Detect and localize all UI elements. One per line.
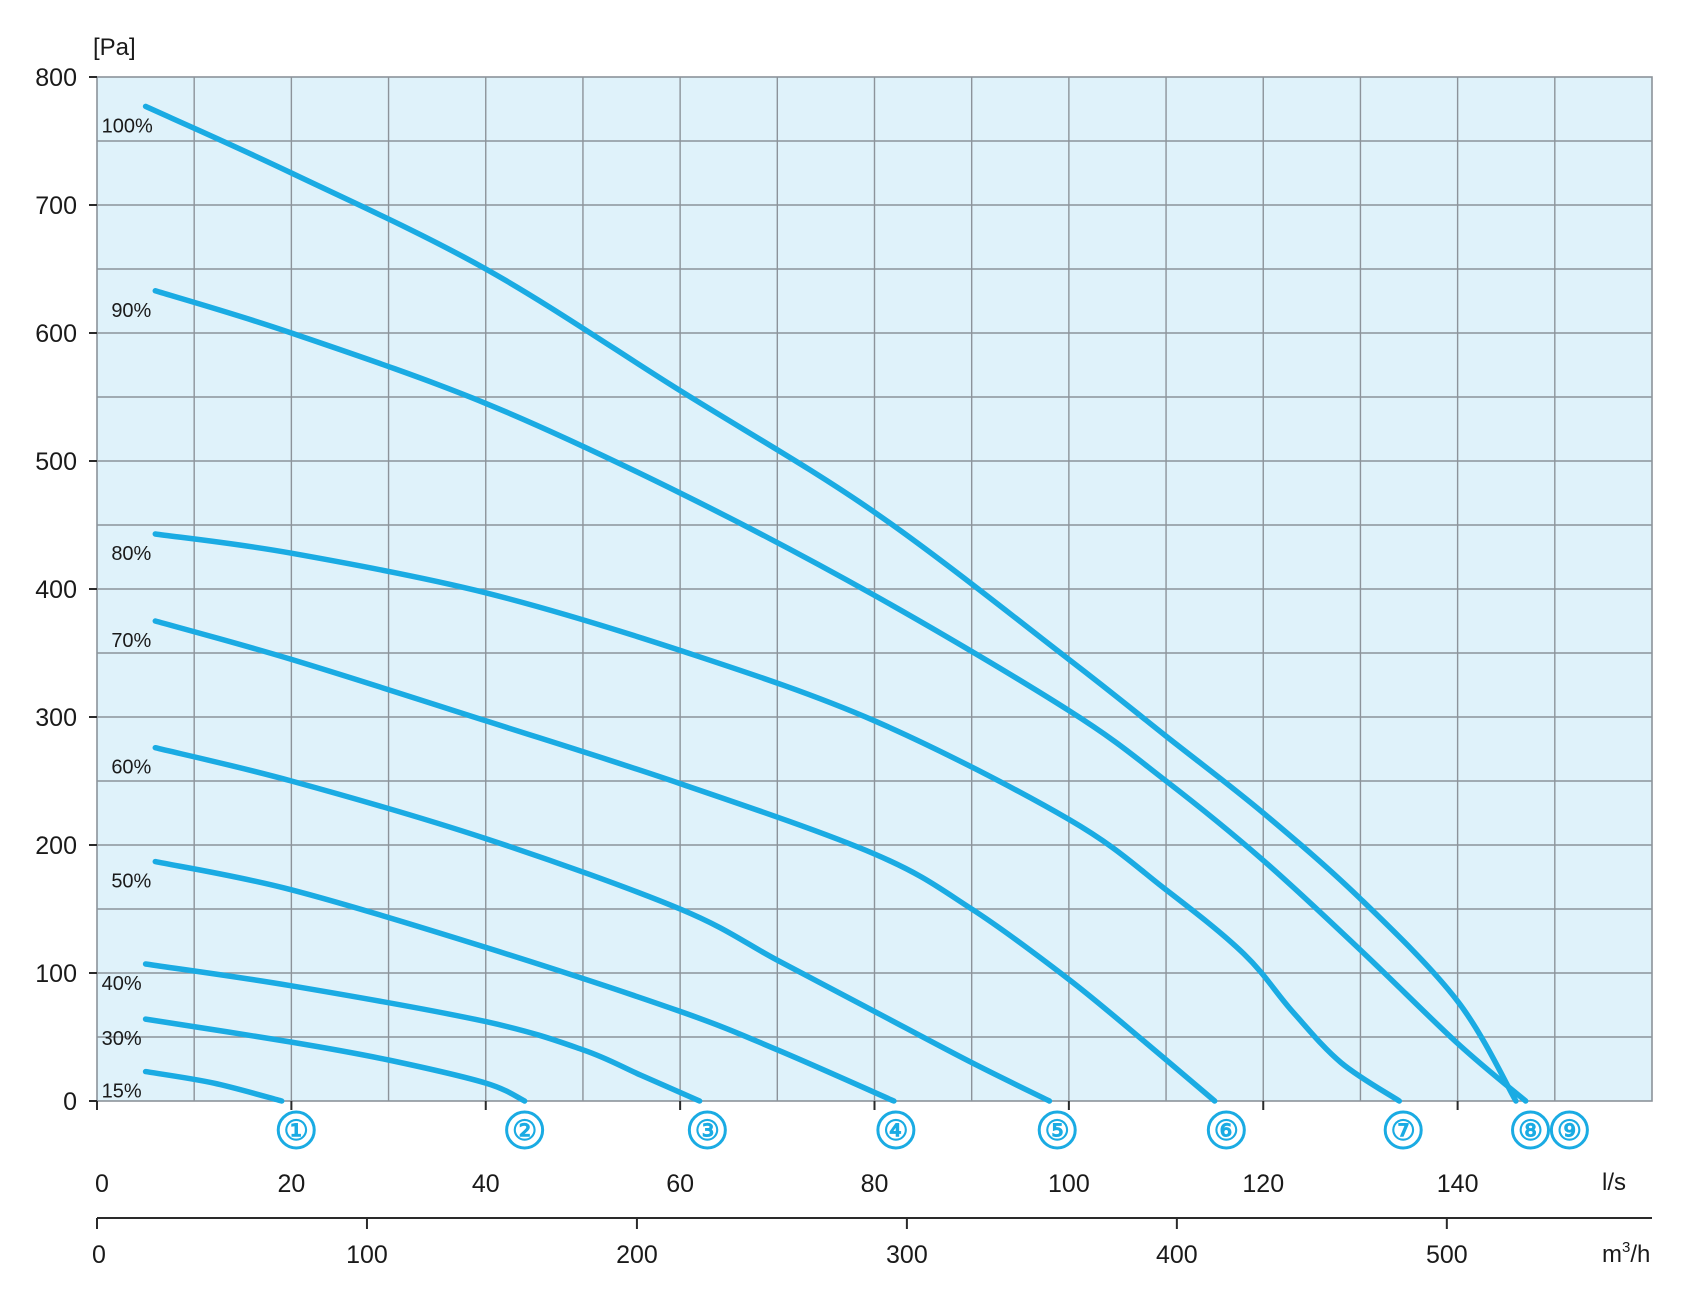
x-axis-label-m3h-sup: 3	[1622, 1239, 1630, 1256]
marker-label-9: ⑨	[1557, 1115, 1582, 1146]
marker-label-5: ⑤	[1045, 1115, 1070, 1146]
curve-label-40-percent: 40%	[102, 973, 142, 995]
x-m3h-tick-label: 500	[1426, 1241, 1468, 1269]
marker-ring-7	[1383, 1110, 1423, 1150]
curve-100-percent	[142, 103, 1519, 1104]
curve-label-80-percent: 80%	[111, 543, 151, 565]
marker-label-3: ③	[695, 1115, 720, 1146]
curve-label-50-percent: 50%	[111, 871, 151, 893]
curve-label-70-percent: 70%	[111, 630, 151, 652]
x-axis-label-ls: l/s	[1602, 1169, 1626, 1196]
curve-50-percent	[152, 858, 897, 1104]
y-tick-label: 600	[35, 320, 77, 348]
marker-label-6: ⑥	[1214, 1115, 1239, 1146]
curve-label-15-percent: 15%	[102, 1081, 142, 1103]
x-axis-label-m3h-prefix: m	[1602, 1241, 1622, 1268]
x-ls-tick-label: 40	[472, 1170, 500, 1198]
x-ls-tick-label: 120	[1242, 1170, 1284, 1198]
x-m3h-tick-label: 200	[616, 1241, 658, 1269]
marker-ring-2	[505, 1110, 545, 1150]
x-m3h-tick-label: 300	[886, 1241, 928, 1269]
curve-label-30-percent: 30%	[102, 1028, 142, 1050]
y-tick-label: 800	[35, 64, 77, 92]
x-ls-tick-label: 100	[1048, 1170, 1090, 1198]
x-axis-label-m3h: m3/h	[1602, 1239, 1650, 1268]
y-tick-label: 100	[35, 960, 77, 988]
marker-label-4: ④	[883, 1115, 908, 1146]
marker-ring-9	[1549, 1110, 1589, 1150]
curve-label-60-percent: 60%	[111, 757, 151, 779]
y-tick-label: 200	[35, 832, 77, 860]
x-m3h-tick-label: 100	[346, 1241, 388, 1269]
curve-60-percent	[152, 744, 1053, 1104]
axes: 0 100 200 300 400 500 600 700 800 0 20 40 60 80 100 120…	[35, 64, 1652, 1269]
curve-90-percent	[152, 288, 1529, 1104]
grid	[96, 76, 1653, 1102]
curves	[142, 103, 1529, 1104]
marker-ring-8	[1511, 1110, 1551, 1150]
marker-ring-1	[276, 1110, 316, 1150]
curve-70-percent	[152, 618, 1218, 1104]
marker-ring-5	[1037, 1110, 1077, 1150]
curve-label-90-percent: 90%	[111, 300, 151, 322]
x-ls-tick-label: 80	[861, 1170, 889, 1198]
x-ls-tick-label: 60	[666, 1170, 694, 1198]
curve-80-percent	[152, 531, 1403, 1104]
x-m3h-tick-label: 0	[92, 1241, 106, 1269]
curve-label-100-percent: 100%	[102, 115, 153, 137]
x-m3h-tick-label: 400	[1156, 1241, 1198, 1269]
y-tick-label: 300	[35, 704, 77, 732]
x-ls-tick-label: 140	[1437, 1170, 1479, 1198]
curve-30-percent	[142, 1016, 528, 1104]
x-ls-tick-label: 20	[277, 1170, 305, 1198]
marker-ring-3	[687, 1110, 727, 1150]
marker-ring-6	[1206, 1110, 1246, 1150]
marker-label-2: ②	[512, 1115, 537, 1146]
marker-label-8: ⑧	[1518, 1115, 1543, 1146]
curve-15-percent	[142, 1068, 285, 1104]
marker-ring-4	[876, 1110, 916, 1150]
marker-label-1: ①	[284, 1115, 309, 1146]
x-axis-label-m3h-suffix: /h	[1630, 1241, 1650, 1268]
curve-labels: 100% 90% 80% 70% 60% 50% 40% 30% 15%	[102, 115, 153, 1102]
marker-label-7: ⑦	[1391, 1115, 1416, 1146]
y-tick-label: 0	[63, 1088, 77, 1116]
y-tick-label: 400	[35, 576, 77, 604]
y-tick-label: 700	[35, 192, 77, 220]
y-axis-label: [Pa]	[93, 34, 136, 61]
x-ls-tick-label: 0	[95, 1170, 109, 1198]
curve-40-percent	[142, 961, 703, 1104]
y-tick-label: 500	[35, 448, 77, 476]
